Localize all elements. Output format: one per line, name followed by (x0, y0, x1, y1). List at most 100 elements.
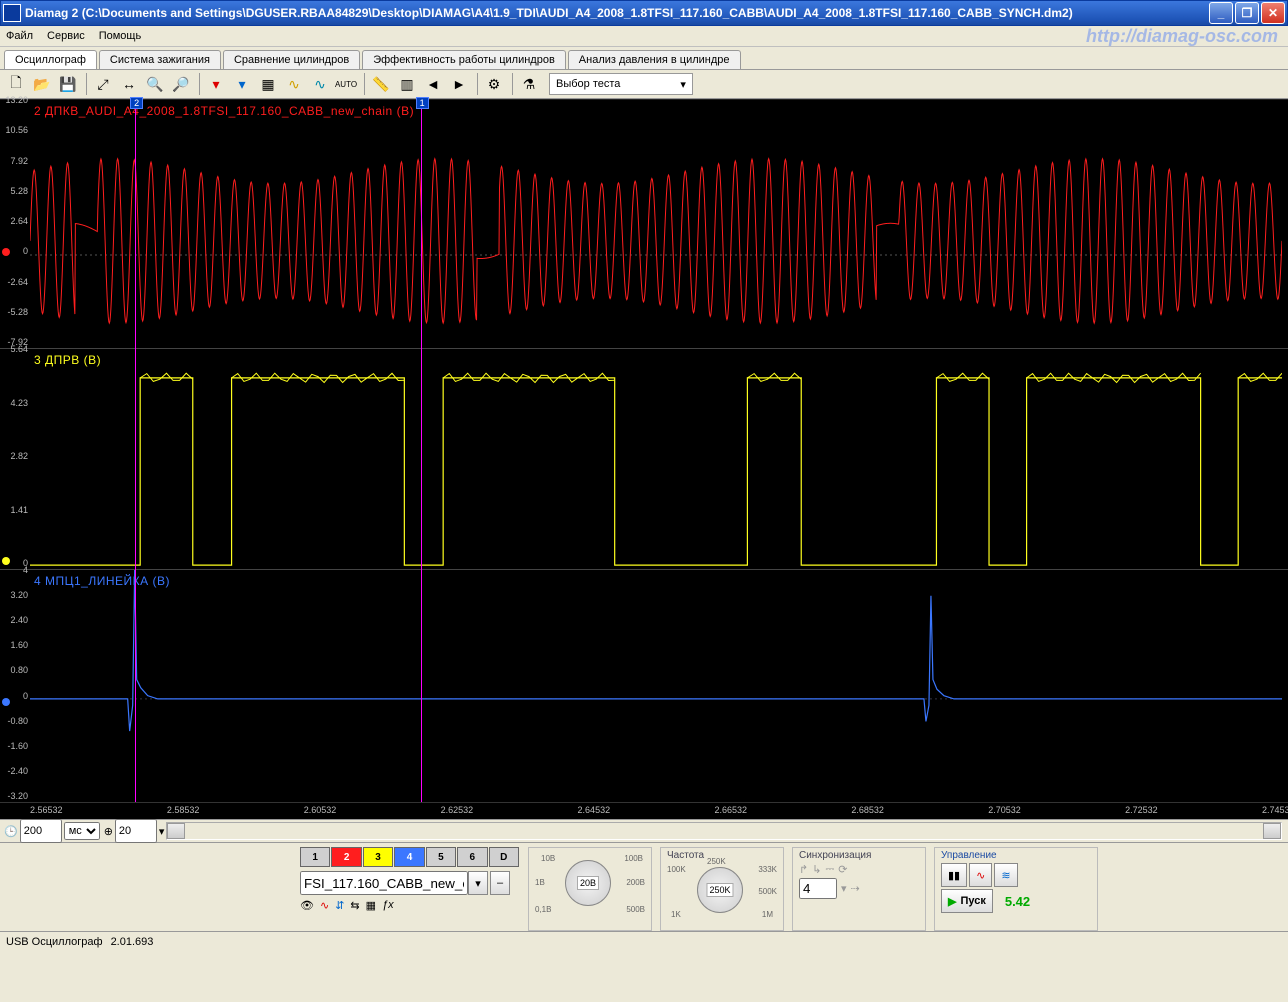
tab-cyl-compare[interactable]: Сравнение цилиндров (223, 50, 360, 69)
ch2-zero-marker (2, 248, 10, 256)
menu-help[interactable]: Помощь (99, 30, 142, 42)
test-selector[interactable]: Выбор теста ▾ (549, 73, 693, 95)
channel-file-field[interactable] (300, 871, 468, 895)
cursor2-icon[interactable]: ▾ (230, 72, 254, 96)
new-icon[interactable]: 🗋 (4, 72, 28, 96)
ac-icon[interactable]: ∿ (320, 899, 329, 912)
auto-icon[interactable]: AUTO (334, 72, 358, 96)
ch2-y-axis: 13.2010.567.925.282.640-2.64-5.28-7.92 (0, 100, 30, 348)
zoom-icon: ⊕ (104, 825, 113, 838)
zoom-h-icon[interactable]: ↔ (117, 72, 141, 96)
status-version: 2.01.693 (111, 936, 154, 948)
oscilloscope-display: 13.2010.567.925.282.640-2.64-5.28-7.92 2… (0, 99, 1288, 802)
zoom-in-icon[interactable]: 🔍 (143, 72, 167, 96)
freq-panel: Частота 250K 250K 100K 333K 500K 1K 1M (660, 847, 784, 931)
sync-panel: Синхронизация ↱ ↳ ⎓ ⟳ ▾ ⇢ (792, 847, 926, 931)
watermark: http://diamag-osc.com (1086, 26, 1278, 47)
channel-button-1[interactable]: 1 (300, 847, 330, 867)
ctrl-title: Управление (941, 850, 1091, 861)
timebase-bar: 🕒 мс ⊕ ▾ (0, 819, 1288, 842)
minimize-button[interactable]: _ (1209, 2, 1233, 24)
timebase-value[interactable] (20, 819, 62, 843)
window-titlebar: Diamag 2 (C:\Documents and Settings\DGUS… (0, 0, 1288, 26)
channel-button-3[interactable]: 3 (363, 847, 393, 867)
channel-button-2[interactable]: 2 (331, 847, 361, 867)
ch3-y-axis: 5.644.232.821.410 (0, 349, 30, 569)
test-icon[interactable]: ⚗ (517, 72, 541, 96)
cursor1-icon[interactable]: ▾ (204, 72, 228, 96)
horizontal-scrollbar[interactable] (166, 822, 1282, 840)
multi-mode-button[interactable]: ≋ (994, 863, 1017, 887)
file-dropdown-button[interactable]: ▾ (468, 871, 488, 895)
channel-button-D[interactable]: D (489, 847, 519, 867)
tab-cyl-efficiency[interactable]: Эффективность работы цилиндров (362, 50, 566, 69)
timebase-unit[interactable]: мс (64, 822, 100, 840)
sync-channel[interactable] (799, 878, 837, 899)
zoom-out-icon[interactable]: 🔎 (169, 72, 193, 96)
control-panel: 123456D ▾ – 👁 ∿ ⇵ ⇆ ▦ ƒx 20В 10В 100В 1В… (0, 842, 1288, 931)
zoom-value[interactable] (115, 819, 157, 843)
run-value: 5.42 (1005, 894, 1030, 909)
ctrl-panel: Управление ▮▮ ∿ ≋ ▶ Пуск 5.42 (934, 847, 1098, 931)
maximize-button[interactable]: ❐ (1235, 2, 1259, 24)
vdiv-dial[interactable]: 20В (565, 860, 611, 906)
open-icon[interactable]: 📂 (30, 72, 54, 96)
zoom-fit-icon[interactable]: ⤢ (91, 72, 115, 96)
gear-icon[interactable]: ⚙ (482, 72, 506, 96)
x-axis: 2.565322.585322.605322.625322.645322.665… (0, 802, 1288, 819)
wave-icon[interactable]: ∿ (308, 72, 332, 96)
left-icon[interactable]: ◄ (421, 72, 445, 96)
channel-4-pane: 43.202.401.600.800-0.80-1.60-2.40-3.20 4… (0, 570, 1288, 802)
window-title: Diamag 2 (C:\Documents and Settings\DGUS… (25, 6, 1207, 20)
toolbar: 🗋 📂 💾 ⤢ ↔ 🔍 🔎 ▾ ▾ ▦ ∿ ∿ AUTO 📏 ▥ ◄ ► ⚙ ⚗… (0, 70, 1288, 99)
save-icon[interactable]: 💾 (56, 72, 80, 96)
tab-ignition[interactable]: Система зажигания (99, 50, 221, 69)
sine-icon[interactable]: ∿ (282, 72, 306, 96)
vdiv-value: 20В (577, 876, 599, 890)
status-device: USB Осциллограф (6, 936, 103, 948)
freq-dial[interactable]: 250K (697, 867, 743, 913)
tab-oscilloscope[interactable]: Осциллограф (4, 50, 97, 69)
test-selector-label: Выбор теста (556, 78, 620, 90)
sync-fall-icon[interactable]: ↳ (812, 863, 821, 876)
ch2-waveform (30, 100, 1282, 348)
channel-buttons: 123456D (300, 847, 520, 867)
ch3-waveform (30, 349, 1282, 569)
ch3-zero-marker (2, 557, 10, 565)
channel-button-4[interactable]: 4 (394, 847, 424, 867)
ch4-zero-marker (2, 698, 10, 706)
ch4-waveform (30, 570, 1282, 802)
sync-auto-icon[interactable]: ⟳ (838, 863, 847, 876)
fx-icon[interactable]: ƒx (382, 899, 394, 912)
right-icon[interactable]: ► (447, 72, 471, 96)
ch4-y-axis: 43.202.401.600.800-0.80-1.60-2.40-3.20 (0, 570, 30, 802)
tab-pressure[interactable]: Анализ давления в цилиндре (568, 50, 741, 69)
close-button[interactable]: ✕ (1261, 2, 1285, 24)
app-icon (3, 4, 21, 22)
file-clear-button[interactable]: – (490, 871, 510, 895)
ruler-icon[interactable]: 📏 (369, 72, 393, 96)
channel-button-5[interactable]: 5 (426, 847, 456, 867)
columns-icon[interactable]: ▥ (395, 72, 419, 96)
updown-icon[interactable]: ⇵ (335, 899, 344, 912)
sync-rise-icon[interactable]: ↱ (799, 863, 808, 876)
run-button[interactable]: ▶ Пуск (941, 889, 993, 913)
vdiv-panel: 20В 10В 100В 1В 200В 0,1В 500В (528, 847, 652, 931)
grid-icon[interactable]: ▦ (256, 72, 280, 96)
pause-button[interactable]: ▮▮ (941, 863, 967, 887)
single-mode-button[interactable]: ∿ (969, 863, 992, 887)
sync-link-icon[interactable]: ⇢ (851, 882, 860, 895)
freq-value: 250K (706, 883, 733, 897)
grid2-icon[interactable]: ▦ (366, 899, 376, 912)
arrows-icon[interactable]: ⇆ (350, 899, 359, 912)
menu-file[interactable]: Файл (6, 30, 33, 42)
sync-title: Синхронизация (799, 850, 919, 861)
sync-level-icon[interactable]: ⎓ (825, 863, 834, 876)
tab-bar: Осциллограф Система зажигания Сравнение … (0, 47, 1288, 70)
menu-service[interactable]: Сервис (47, 30, 85, 42)
channel-button-6[interactable]: 6 (457, 847, 487, 867)
eye-icon[interactable]: 👁 (300, 899, 314, 912)
channel-2-pane: 13.2010.567.925.282.640-2.64-5.28-7.92 2… (0, 99, 1288, 349)
status-bar: USB Осциллограф 2.01.693 (0, 931, 1288, 952)
clock-icon: 🕒 (4, 825, 18, 838)
